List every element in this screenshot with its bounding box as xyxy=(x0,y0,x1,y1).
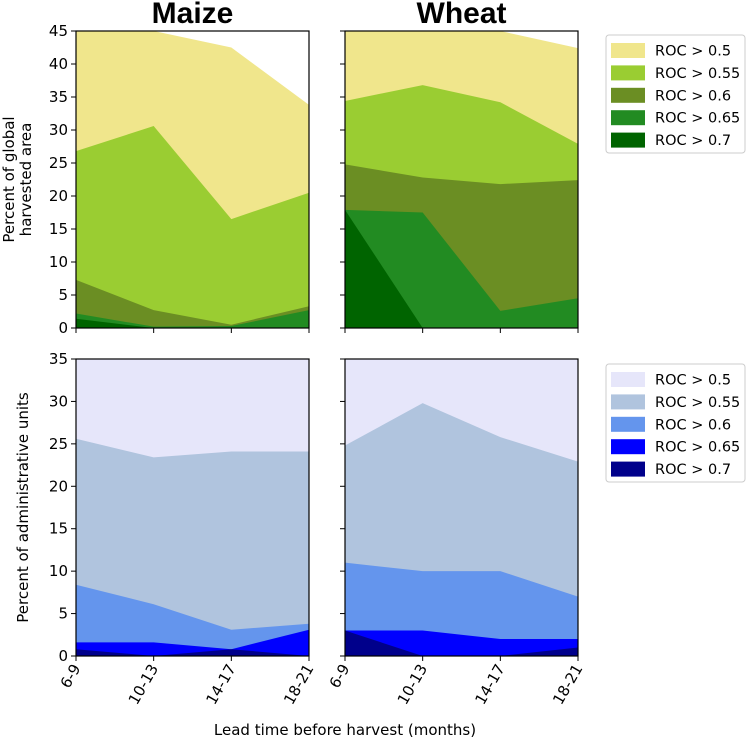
y-axis-label: Percent of administrative units xyxy=(14,392,32,623)
panel-area-group xyxy=(76,359,309,656)
y-tick-label: 20 xyxy=(49,187,68,205)
y-tick-label: 15 xyxy=(49,520,68,538)
area-roc-0-6-r0-p0 xyxy=(76,279,309,328)
area-roc-0-6-r1-p0 xyxy=(76,584,309,656)
y-tick-label: 25 xyxy=(49,435,68,453)
legend-entry: ROC > 0.55 xyxy=(655,66,740,82)
x-tick-label: 18-21 xyxy=(280,661,317,708)
legend-swatch xyxy=(611,43,645,58)
legend-swatch xyxy=(611,439,645,455)
y-tick-label: 35 xyxy=(49,88,68,106)
y-tick-label: 5 xyxy=(58,286,68,304)
area-roc-0-7-r0-p0 xyxy=(76,318,309,328)
y-tick-label: 0 xyxy=(58,647,68,665)
axes-frame xyxy=(344,30,579,329)
y-tick-label: 5 xyxy=(58,605,68,623)
legend-swatch xyxy=(611,461,645,477)
y-axis-label: harvested area xyxy=(17,123,35,237)
legend-swatch xyxy=(611,132,645,148)
area-roc-0-65-r1-p0 xyxy=(76,629,309,656)
axes-frame xyxy=(75,30,310,329)
legend-entry: ROC > 0.7 xyxy=(655,133,731,149)
area-roc-0-7-r1-p1 xyxy=(345,630,578,656)
legend-swatch xyxy=(611,110,645,126)
legend-swatch xyxy=(611,65,645,81)
area-roc-0-65-r0-p0 xyxy=(76,310,309,328)
panel-area-group xyxy=(345,359,578,656)
axes-frame xyxy=(75,358,310,657)
area-roc-0-7-r0-p1 xyxy=(345,209,578,328)
y-tick-label: 15 xyxy=(49,220,68,238)
y-tick-label: 10 xyxy=(49,253,68,271)
x-tick-label: 6-9 xyxy=(57,661,85,691)
x-tick-label: 18-21 xyxy=(549,661,586,708)
legend-entry: ROC > 0.7 xyxy=(655,462,731,478)
y-tick-label: 0 xyxy=(58,319,68,337)
y-tick-label: 40 xyxy=(49,55,68,73)
legend-entry: ROC > 0.5 xyxy=(655,373,731,389)
y-tick-label: 10 xyxy=(49,562,68,580)
legend-entry: ROC > 0.6 xyxy=(655,88,731,104)
legend-swatch xyxy=(611,372,645,387)
legend-swatch xyxy=(611,394,645,410)
area-roc-0-55-r0-p0 xyxy=(76,126,309,328)
y-tick-label: 25 xyxy=(49,154,68,172)
x-tick-label: 10-13 xyxy=(394,661,431,708)
area-roc-0-7-r1-p0 xyxy=(76,649,309,656)
x-axis-label: Lead time before harvest (months) xyxy=(214,721,476,738)
x-tick-label: 14-17 xyxy=(202,661,239,708)
y-tick-label: 35 xyxy=(49,350,68,368)
area-roc-0-65-r0-p1 xyxy=(345,209,578,328)
y-tick-label: 45 xyxy=(49,22,68,40)
plots: 0 5 10 15 20 25 30 35 40 45 Maize Wheat Percent of g… xyxy=(0,0,586,708)
legend-entry: ROC > 0.6 xyxy=(655,417,731,433)
legend-swatch xyxy=(611,87,645,103)
legends: ROC > 0.5 ROC > 0.55 ROC > 0.6 ROC > 0.65 RO… xyxy=(605,34,746,483)
legend-entry: ROC > 0.55 xyxy=(655,395,740,411)
panel-area-group xyxy=(345,31,578,328)
y-tick-label: 30 xyxy=(49,121,68,139)
panel-title: Maize xyxy=(152,0,234,30)
x-tick-label: 10-13 xyxy=(125,661,162,708)
y-axis-label: Percent of global xyxy=(0,116,18,242)
axes-frame xyxy=(344,358,579,657)
legend-swatch xyxy=(611,416,645,432)
x-tick-label: 6-9 xyxy=(326,661,354,691)
legend-entry: ROC > 0.65 xyxy=(655,440,740,456)
legend-entry: ROC > 0.5 xyxy=(655,44,731,60)
x-tick-label: 14-17 xyxy=(471,661,508,708)
legend-entry: ROC > 0.65 xyxy=(655,111,740,127)
panel-area-group xyxy=(76,31,309,328)
y-tick-label: 20 xyxy=(49,477,68,495)
panel-title: Wheat xyxy=(417,0,507,30)
y-tick-label: 30 xyxy=(49,392,68,410)
